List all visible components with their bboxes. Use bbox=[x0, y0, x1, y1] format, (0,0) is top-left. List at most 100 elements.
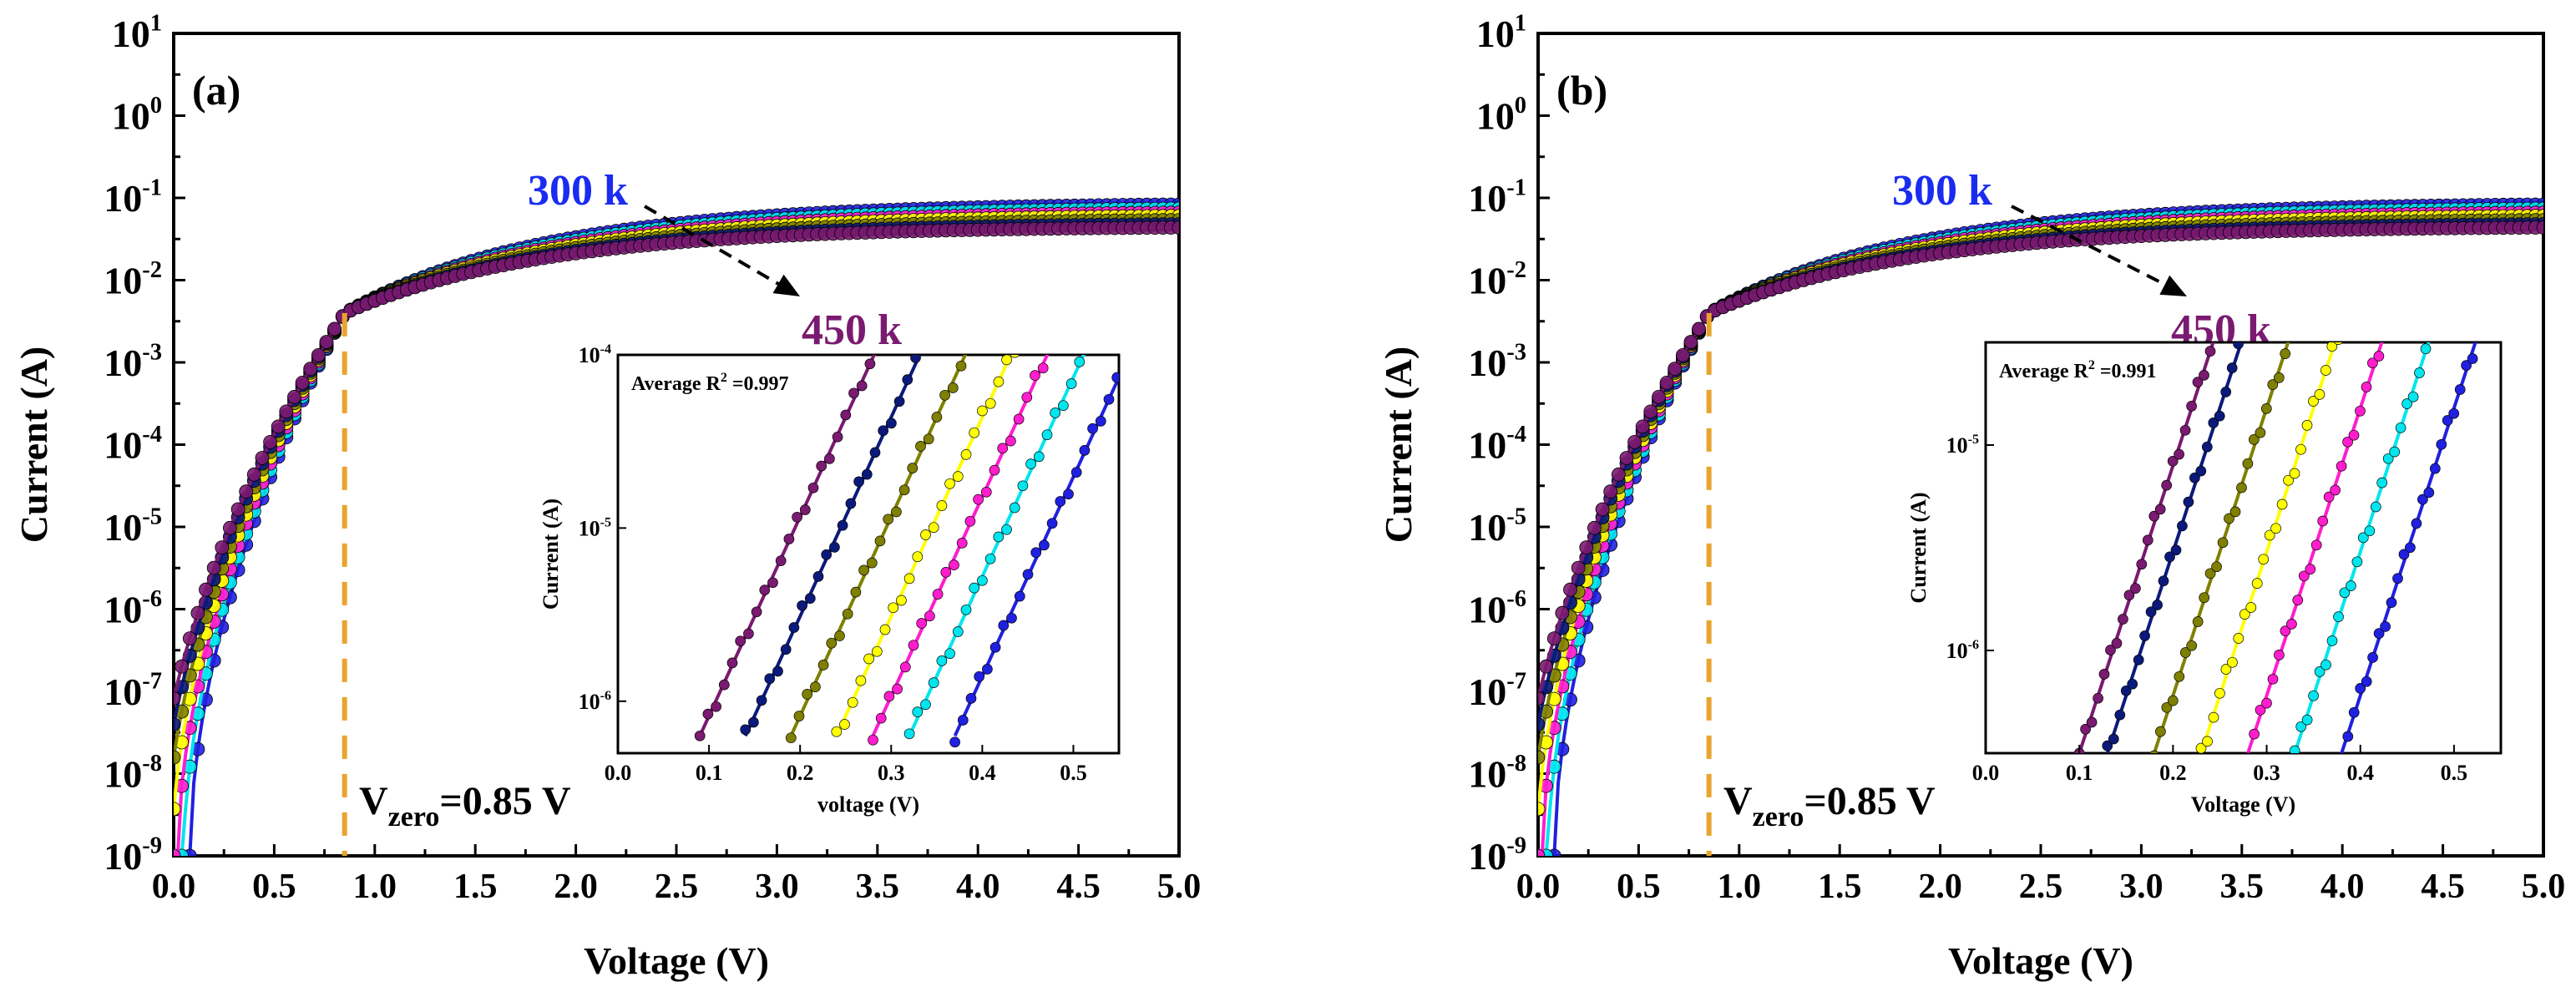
inset-data-point bbox=[1014, 590, 1025, 602]
inset-data-point bbox=[1001, 355, 1012, 366]
inset-data-point bbox=[871, 645, 883, 657]
x-tick-label: 5.0 bbox=[2522, 868, 2566, 906]
inset-data-point bbox=[2120, 685, 2132, 696]
inset-data-point bbox=[2226, 362, 2238, 373]
inset-data-point bbox=[2276, 498, 2288, 510]
x-axis-label: Voltage (V) bbox=[1948, 939, 2133, 982]
inset-data-point bbox=[785, 732, 797, 744]
inset-data-point bbox=[1001, 524, 1012, 535]
panel-label: (b) bbox=[1556, 67, 1607, 114]
inset-x-tick-label: 0.1 bbox=[696, 761, 723, 785]
inset-data-point bbox=[920, 699, 931, 711]
data-point bbox=[1579, 540, 1594, 554]
x-tick-label: 0.0 bbox=[152, 868, 196, 906]
inset-data-point bbox=[855, 675, 867, 686]
inset-data-point bbox=[2342, 436, 2353, 448]
inset-data-point bbox=[974, 671, 985, 682]
data-point bbox=[174, 716, 181, 731]
data-point bbox=[239, 484, 254, 499]
inset-data-point bbox=[718, 679, 730, 691]
inset-data-point bbox=[969, 427, 980, 438]
inset-data-point bbox=[2195, 742, 2207, 753]
inset-data-point bbox=[2158, 575, 2169, 587]
inset-data-point bbox=[2389, 446, 2401, 458]
inset-data-point bbox=[1087, 423, 1098, 434]
inset-data-point bbox=[834, 630, 845, 641]
y-tick-label: 10-9 bbox=[1468, 833, 1526, 878]
x-tick-label: 3.5 bbox=[2220, 868, 2265, 906]
inset-data-point bbox=[2208, 711, 2219, 723]
data-point bbox=[1611, 467, 1626, 482]
inset-data-point bbox=[802, 689, 813, 700]
inset-data-point bbox=[2261, 697, 2272, 709]
inset-data-point bbox=[2405, 542, 2416, 554]
inset-data-point bbox=[2142, 534, 2153, 546]
y-tick-label: 100 bbox=[1476, 93, 1526, 137]
x-tick-label: 0.5 bbox=[252, 868, 296, 906]
data-point bbox=[230, 502, 245, 517]
inset-data-point bbox=[1030, 370, 1040, 381]
inset-chart: 0.0 0.1 0.2 0.3 0.4 0.5 10-6 10-5 Voltage (V) Cur… bbox=[1906, 341, 2503, 817]
x-tick-label: 2.5 bbox=[2019, 868, 2063, 906]
data-point bbox=[271, 419, 286, 434]
x-tick-label: 4.0 bbox=[2320, 868, 2365, 906]
inset-data-point bbox=[2301, 420, 2313, 431]
inset-y-axis-label: Current (A) bbox=[539, 498, 563, 610]
inset-data-point bbox=[2274, 650, 2285, 660]
inset-data-point bbox=[2149, 750, 2159, 753]
data-point bbox=[175, 659, 190, 674]
inset-data-point bbox=[850, 586, 862, 598]
inset-data-point bbox=[816, 460, 827, 472]
inset-data-point bbox=[2260, 403, 2272, 414]
inset-data-point bbox=[764, 673, 776, 685]
x-tick-label: 3.5 bbox=[856, 868, 900, 906]
y-tick-label: 10-1 bbox=[1468, 175, 1526, 220]
y-tick-label: 10-3 bbox=[1468, 340, 1526, 384]
inset-data-point bbox=[2170, 544, 2182, 556]
inset-data-point bbox=[964, 339, 974, 349]
inset-data-point bbox=[1005, 435, 1016, 447]
inset-data-point bbox=[2127, 678, 2138, 690]
inset-data-point bbox=[1037, 362, 1049, 374]
inset-data-point bbox=[2336, 460, 2347, 472]
inset-data-point bbox=[952, 626, 964, 637]
inset-data-point bbox=[907, 463, 919, 473]
inset-data-point bbox=[1021, 392, 1033, 403]
x-tick-label: 2.0 bbox=[1918, 868, 1962, 906]
inset-data-point bbox=[1033, 451, 1045, 463]
inset-data-point bbox=[2211, 561, 2222, 573]
inset-data-point bbox=[853, 476, 864, 488]
inset-data-point bbox=[1006, 612, 1017, 624]
y-axis-label: Current (A) bbox=[13, 347, 55, 543]
inset-data-point bbox=[2380, 621, 2391, 632]
inset-data-point bbox=[837, 519, 848, 531]
inset-data-point bbox=[864, 358, 876, 370]
y-tick-label: 10-6 bbox=[104, 586, 162, 630]
inset-data-point bbox=[998, 620, 1010, 631]
inset-data-point bbox=[2102, 740, 2113, 752]
inset-data-point bbox=[980, 486, 992, 498]
inset-x-tick-label: 0.3 bbox=[2253, 761, 2280, 785]
inset-data-point bbox=[2152, 600, 2163, 610]
inset-data-point bbox=[2342, 731, 2354, 742]
inset-data-point bbox=[916, 618, 928, 629]
inset-data-point bbox=[767, 577, 778, 589]
x-tick-label: 0.0 bbox=[1516, 868, 1561, 906]
inset-data-point bbox=[780, 644, 792, 655]
inset-x-tick-label: 0.5 bbox=[1060, 761, 1087, 785]
inset-data-point bbox=[2355, 405, 2366, 417]
x-tick-label: 1.5 bbox=[453, 868, 498, 906]
inset-data-point bbox=[920, 355, 927, 356]
inset-data-point bbox=[2133, 654, 2144, 665]
inset-x-tick-label: 0.0 bbox=[1972, 761, 2000, 785]
x-tick-label: 1.0 bbox=[1718, 868, 1762, 906]
inset-data-point bbox=[936, 655, 948, 666]
inset-data-point bbox=[1103, 393, 1115, 405]
inset-data-point bbox=[858, 564, 869, 576]
x-tick-label: 3.0 bbox=[755, 868, 799, 906]
inset-data-point bbox=[957, 715, 969, 726]
inset-data-point bbox=[888, 602, 899, 614]
inset-data-point bbox=[2417, 493, 2428, 505]
inset-data-point bbox=[1030, 547, 1042, 559]
inset-data-point bbox=[997, 443, 1009, 454]
